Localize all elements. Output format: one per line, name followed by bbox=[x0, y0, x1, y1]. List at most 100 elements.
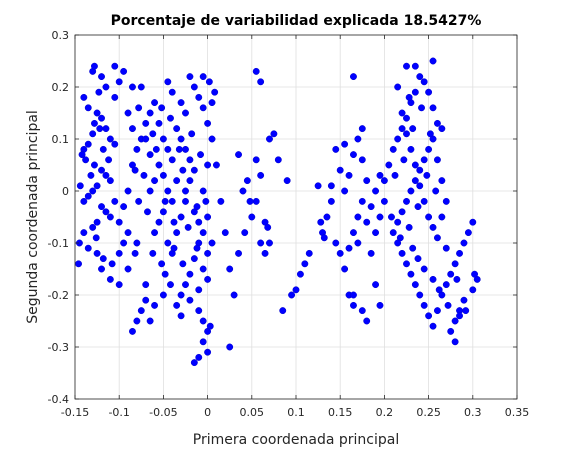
data-point bbox=[324, 214, 330, 220]
y-tick-label: -0.3 bbox=[48, 341, 69, 354]
data-point bbox=[200, 188, 206, 194]
data-point bbox=[394, 136, 400, 142]
data-point bbox=[182, 198, 188, 204]
data-point bbox=[129, 328, 135, 334]
data-point bbox=[227, 344, 233, 350]
data-point bbox=[116, 250, 122, 256]
data-point bbox=[134, 240, 140, 246]
data-point bbox=[470, 219, 476, 225]
data-point bbox=[271, 131, 277, 137]
data-point bbox=[333, 240, 339, 246]
data-point bbox=[394, 219, 400, 225]
data-point bbox=[100, 146, 106, 152]
data-point bbox=[129, 84, 135, 90]
data-point bbox=[160, 209, 166, 215]
data-point bbox=[341, 188, 347, 194]
y-tick-label: 0.1 bbox=[52, 133, 70, 146]
data-point bbox=[253, 68, 259, 74]
data-point bbox=[262, 250, 268, 256]
data-point bbox=[372, 188, 378, 194]
data-point bbox=[445, 302, 451, 308]
data-point bbox=[315, 183, 321, 189]
data-point bbox=[147, 110, 153, 116]
data-point bbox=[218, 198, 224, 204]
data-point bbox=[165, 188, 171, 194]
data-point bbox=[392, 172, 398, 178]
x-tick-label: 0.05 bbox=[240, 406, 265, 419]
data-point bbox=[415, 255, 421, 261]
data-point bbox=[98, 167, 104, 173]
data-point bbox=[425, 313, 431, 319]
data-point bbox=[169, 89, 175, 95]
data-point bbox=[203, 198, 209, 204]
data-point bbox=[200, 229, 206, 235]
data-point bbox=[394, 84, 400, 90]
data-point bbox=[377, 214, 383, 220]
data-point bbox=[88, 172, 94, 178]
data-point bbox=[187, 73, 193, 79]
x-tick-label: 0.2 bbox=[376, 406, 394, 419]
data-point bbox=[94, 250, 100, 256]
data-point bbox=[368, 203, 374, 209]
y-tick-label: 0.3 bbox=[52, 29, 70, 42]
data-point bbox=[171, 219, 177, 225]
data-point bbox=[196, 354, 202, 360]
data-point bbox=[81, 198, 87, 204]
data-point bbox=[424, 172, 430, 178]
data-point bbox=[436, 287, 442, 293]
data-point bbox=[107, 276, 113, 282]
data-point bbox=[306, 250, 312, 256]
data-point bbox=[105, 157, 111, 163]
data-point bbox=[430, 58, 436, 64]
data-point bbox=[191, 84, 197, 90]
data-point bbox=[443, 198, 449, 204]
chart-title: Porcentaje de variabilidad explicada 18.… bbox=[111, 13, 482, 29]
data-point bbox=[346, 245, 352, 251]
data-point bbox=[211, 89, 217, 95]
data-point bbox=[222, 229, 228, 235]
data-point bbox=[173, 125, 179, 131]
data-point bbox=[143, 120, 149, 126]
data-point bbox=[470, 287, 476, 293]
data-point bbox=[350, 151, 356, 157]
data-point bbox=[191, 359, 197, 365]
data-point bbox=[204, 162, 210, 168]
data-point bbox=[448, 271, 454, 277]
data-point bbox=[434, 235, 440, 241]
data-point bbox=[321, 235, 327, 241]
data-point bbox=[75, 261, 81, 267]
data-point bbox=[120, 240, 126, 246]
data-point bbox=[138, 307, 144, 313]
data-point bbox=[89, 188, 95, 194]
data-point bbox=[204, 214, 210, 220]
data-point bbox=[280, 307, 286, 313]
data-point bbox=[91, 120, 97, 126]
data-point bbox=[98, 73, 104, 79]
data-point bbox=[112, 141, 118, 147]
data-point bbox=[138, 84, 144, 90]
data-point bbox=[103, 125, 109, 131]
data-point bbox=[178, 313, 184, 319]
data-point bbox=[359, 125, 365, 131]
data-point bbox=[412, 63, 418, 69]
data-point bbox=[265, 224, 271, 230]
data-point bbox=[187, 297, 193, 303]
data-point bbox=[288, 292, 294, 298]
data-point bbox=[180, 167, 186, 173]
data-point bbox=[359, 198, 365, 204]
data-point bbox=[125, 229, 131, 235]
data-point bbox=[350, 73, 356, 79]
data-point bbox=[421, 157, 427, 163]
data-point bbox=[443, 245, 449, 251]
data-point bbox=[227, 266, 233, 272]
data-point bbox=[187, 271, 193, 277]
data-point bbox=[134, 318, 140, 324]
data-point bbox=[194, 245, 200, 251]
data-point bbox=[461, 297, 467, 303]
x-tick-label: -0.05 bbox=[149, 406, 177, 419]
data-point bbox=[284, 177, 290, 183]
data-point bbox=[196, 287, 202, 293]
data-point bbox=[143, 281, 149, 287]
data-point bbox=[418, 105, 424, 111]
data-point bbox=[425, 214, 431, 220]
